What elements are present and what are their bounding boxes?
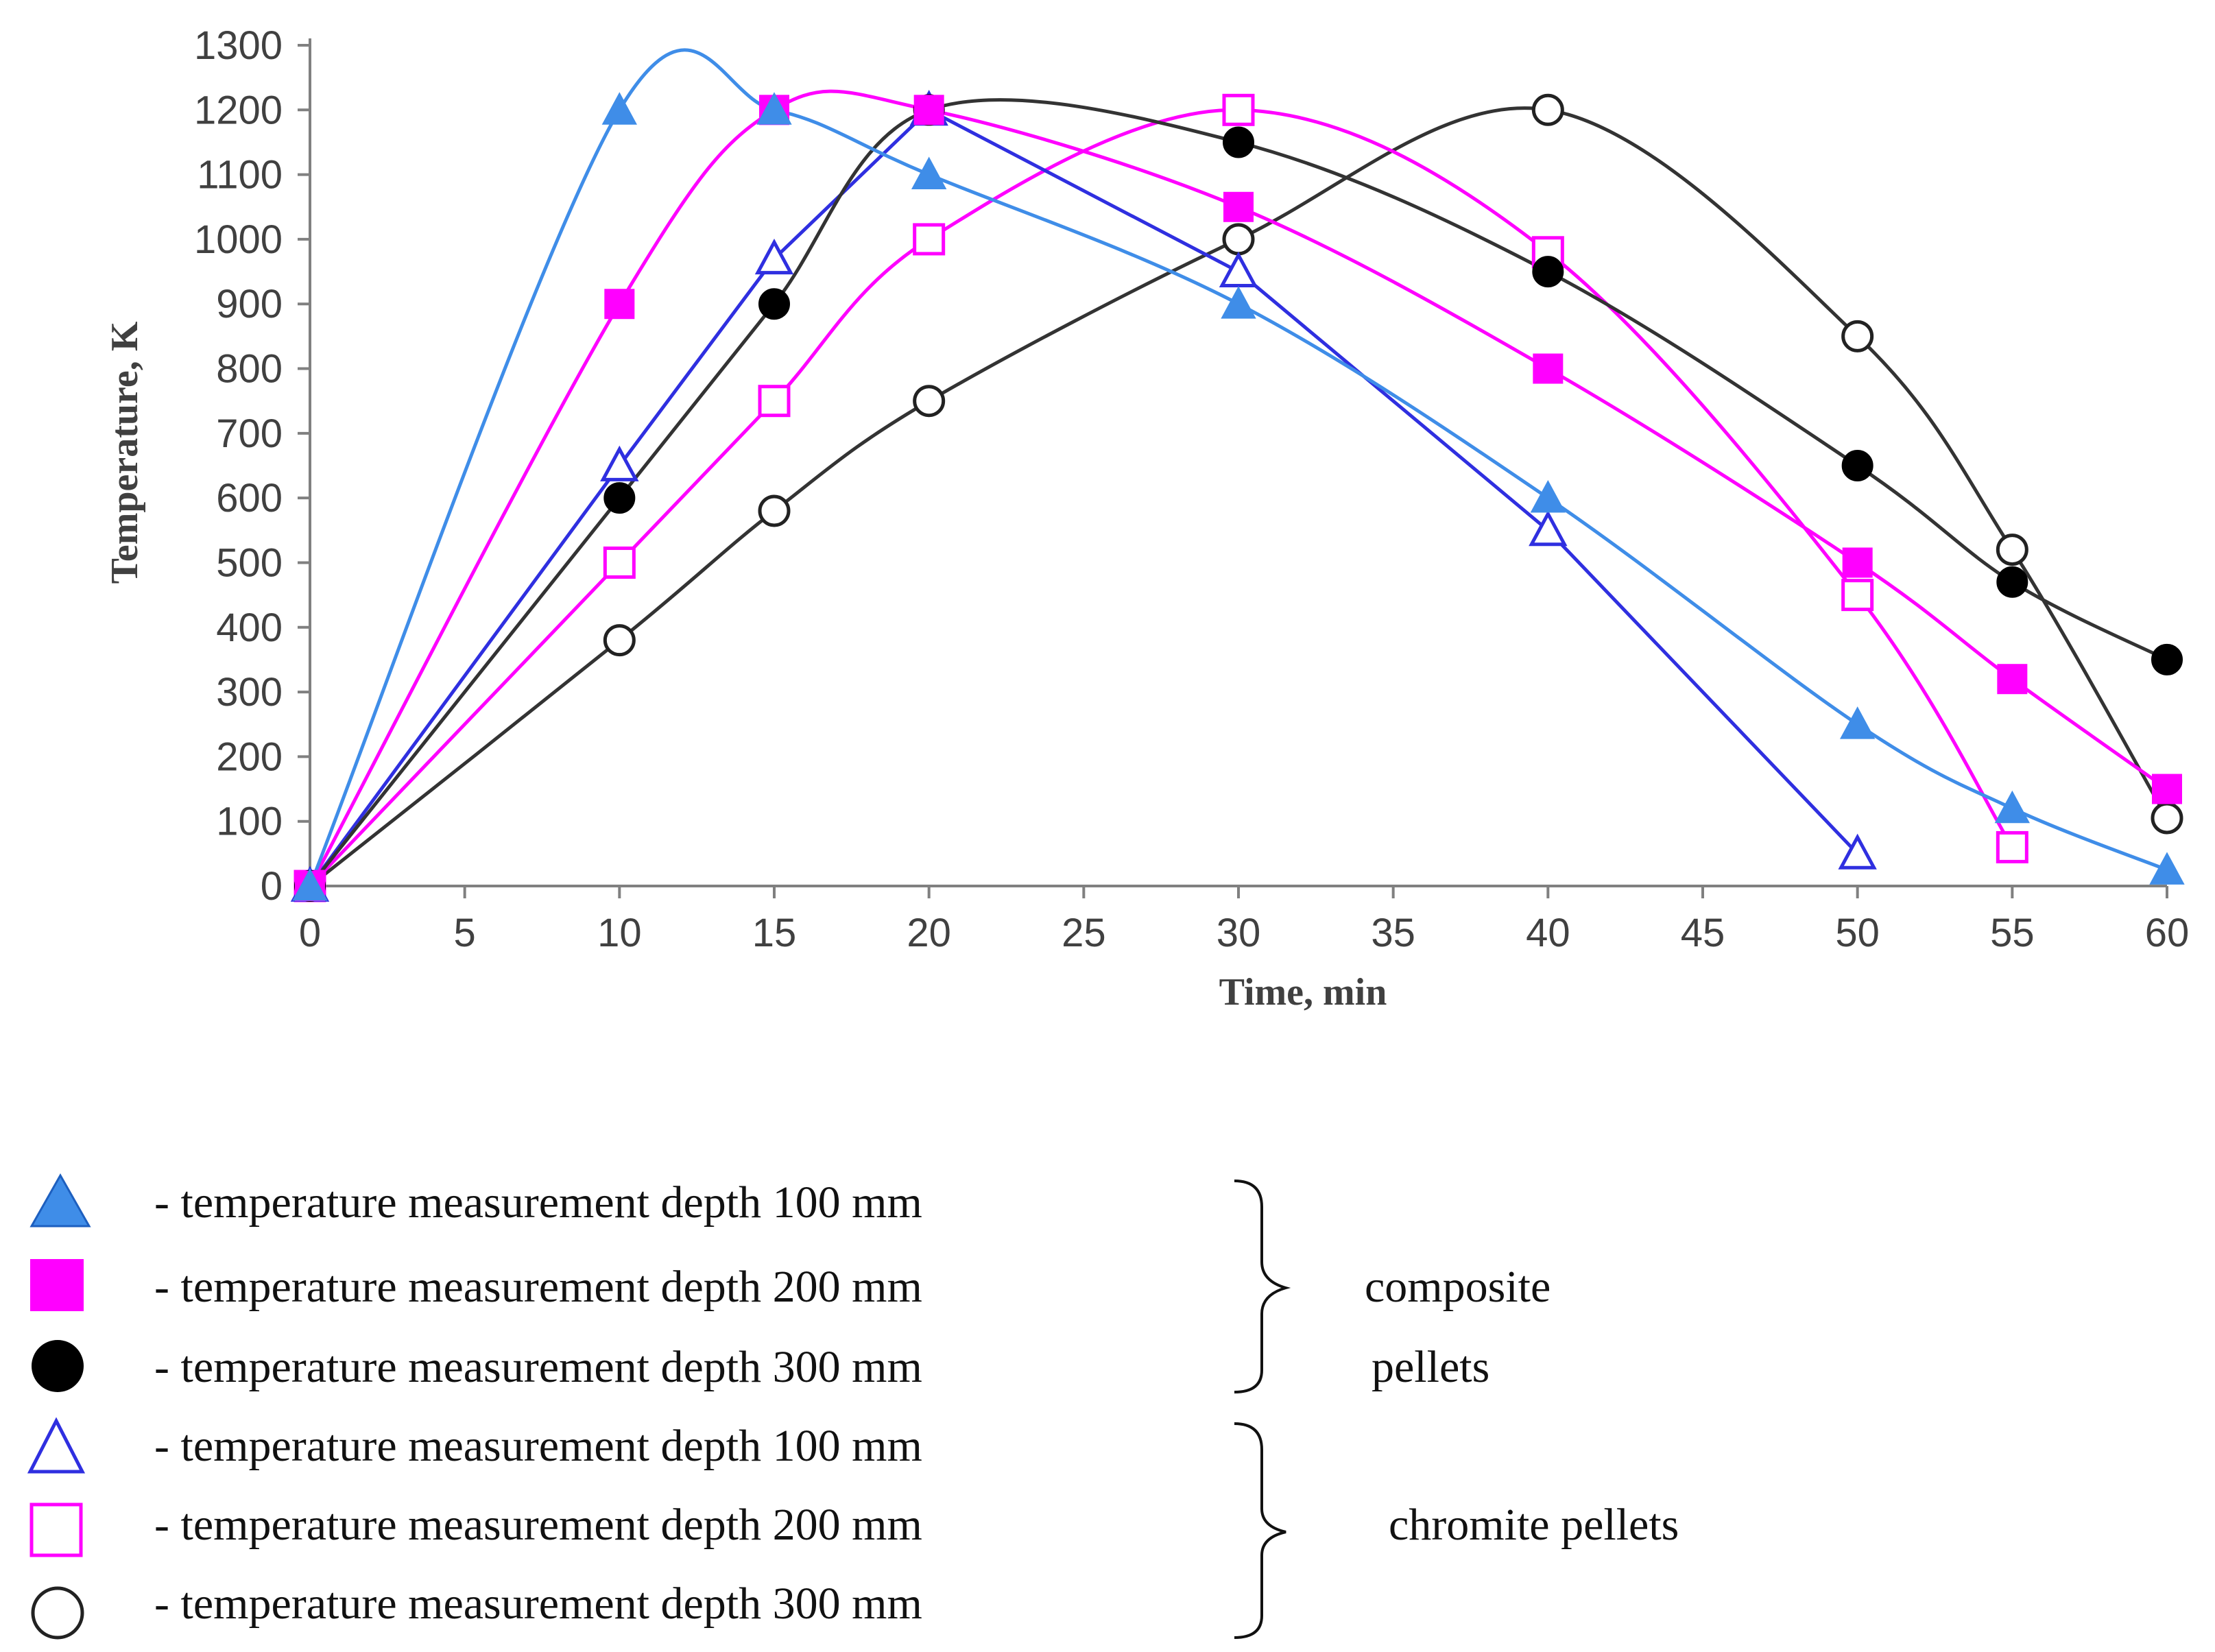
x-tick-label: 0 <box>299 911 321 955</box>
y-tick-label: 1100 <box>197 153 283 197</box>
data-point-s2-8 <box>2151 643 2183 675</box>
data-point-s5-6 <box>1841 320 1874 352</box>
data-point-s3-5 <box>1529 510 1568 547</box>
data-point-s0-6 <box>1839 706 1876 739</box>
legend-marker-filled-triangle <box>29 1173 91 1228</box>
legend-label-chromite-300: - temperature measurement depth 300 mm <box>154 1579 922 1629</box>
y-tick-label: 1200 <box>194 88 283 132</box>
data-point-s0-1 <box>601 92 638 125</box>
x-tick-label: 30 <box>1217 911 1261 955</box>
data-point-s1-7 <box>1997 664 2028 695</box>
x-tick-label: 20 <box>907 911 951 955</box>
axes-layer <box>298 38 2168 898</box>
data-point-s5-3 <box>913 385 946 418</box>
y-tick-label: 400 <box>216 606 283 650</box>
legend-marker-open-square <box>29 1503 83 1557</box>
data-point-s1-4 <box>1223 191 1254 222</box>
data-point-s1-1 <box>604 289 635 320</box>
data-point-s5-5 <box>1531 93 1564 126</box>
x-tick-label: 10 <box>597 911 642 955</box>
data-point-s5-7 <box>1996 534 2028 566</box>
data-point-s0-5 <box>1530 480 1566 513</box>
data-point-s3-1 <box>600 445 639 481</box>
data-point-s0-7 <box>1994 790 2031 824</box>
x-tick-label: 25 <box>1062 911 1106 955</box>
data-point-s0-2 <box>756 92 792 125</box>
data-point-s4-7 <box>1996 830 2028 863</box>
group-label-chromite-pellets: chromite pellets <box>1389 1500 1679 1550</box>
data-point-s1-8 <box>2152 774 2182 804</box>
x-tick-label: 5 <box>454 911 476 955</box>
legend-marker-filled-circle <box>32 1340 84 1392</box>
data-point-s4-3 <box>913 223 946 256</box>
legend: - temperature measurement depth 100 mm -… <box>27 1173 1679 1640</box>
series-markers-layer <box>290 90 2185 902</box>
x-axis-title: Time, min <box>1219 971 1387 1014</box>
x-tick-label: 60 <box>2145 911 2190 955</box>
legend-label-composite-100: - temperature measurement depth 100 mm <box>154 1177 922 1228</box>
data-point-s2-5 <box>1532 256 1564 288</box>
data-point-s2-6 <box>1841 450 1873 481</box>
y-tick-label: 200 <box>216 734 283 779</box>
series-lines-layer <box>308 48 2169 887</box>
x-tick-label: 15 <box>752 911 797 955</box>
legend-marker-open-circle <box>31 1586 84 1640</box>
y-tick-label: 900 <box>216 282 283 326</box>
data-point-s2-4 <box>1223 126 1254 158</box>
data-point-s0-0 <box>292 867 328 901</box>
group-label-pellets: pellets <box>1372 1342 1489 1392</box>
data-point-s3-4 <box>1219 251 1258 287</box>
data-point-s5-1 <box>603 624 636 657</box>
legend-label-composite-200: - temperature measurement depth 200 mm <box>154 1262 922 1312</box>
data-point-s0-3 <box>911 156 947 190</box>
brace-composite-icon <box>1234 1180 1291 1393</box>
legend-marker-filled-square <box>30 1259 84 1311</box>
data-point-s4-2 <box>758 385 791 418</box>
y-tick-label: 800 <box>216 347 283 392</box>
x-tick-label: 50 <box>1835 911 1880 955</box>
y-tick-label: 500 <box>216 540 283 585</box>
y-tick-label: 600 <box>216 476 283 520</box>
data-point-s3-6 <box>1838 833 1877 870</box>
tick-labels-layer: 0100200300400500600700800900100011001200… <box>194 23 2189 955</box>
x-tick-label: 55 <box>1990 911 2035 955</box>
data-point-s1-5 <box>1533 353 1564 384</box>
y-tick-label: 300 <box>216 670 283 715</box>
data-point-s5-2 <box>758 494 791 527</box>
x-tick-label: 35 <box>1371 911 1415 955</box>
brace-chromite-icon <box>1234 1422 1286 1639</box>
data-point-s1-3 <box>913 95 944 125</box>
data-point-s5-8 <box>2151 802 2183 835</box>
data-point-s3-2 <box>754 238 794 275</box>
y-axis-title: Temperature, K <box>104 321 146 584</box>
group-label-composite: composite <box>1365 1262 1550 1312</box>
legend-label-chromite-100: - temperature measurement depth 100 mm <box>154 1421 922 1471</box>
data-point-s4-4 <box>1222 93 1255 126</box>
data-point-s4-1 <box>603 546 636 579</box>
x-tick-label: 40 <box>1526 911 1570 955</box>
series-line-0 <box>308 48 2168 887</box>
y-tick-label: 0 <box>261 864 283 909</box>
y-tick-label: 100 <box>216 800 283 844</box>
series-line-3 <box>308 108 1859 887</box>
data-point-s2-2 <box>758 288 790 320</box>
data-point-s2-7 <box>1996 566 2028 598</box>
data-point-s1-6 <box>1842 547 1873 578</box>
y-tick-label: 1000 <box>194 217 283 262</box>
legend-marker-open-triangle <box>27 1417 86 1474</box>
legend-label-composite-300: - temperature measurement depth 300 mm <box>154 1342 922 1392</box>
y-tick-label: 1300 <box>194 23 283 68</box>
x-tick-label: 45 <box>1681 911 1725 955</box>
y-tick-label: 700 <box>216 411 283 456</box>
legend-label-chromite-200: - temperature measurement depth 200 mm <box>154 1500 922 1550</box>
data-point-s5-4 <box>1222 223 1255 256</box>
data-point-s2-1 <box>603 482 636 514</box>
data-point-s0-8 <box>2149 852 2185 885</box>
data-point-s0-4 <box>1221 286 1256 319</box>
data-point-s4-6 <box>1841 579 1874 612</box>
series-line-1 <box>308 89 2168 887</box>
